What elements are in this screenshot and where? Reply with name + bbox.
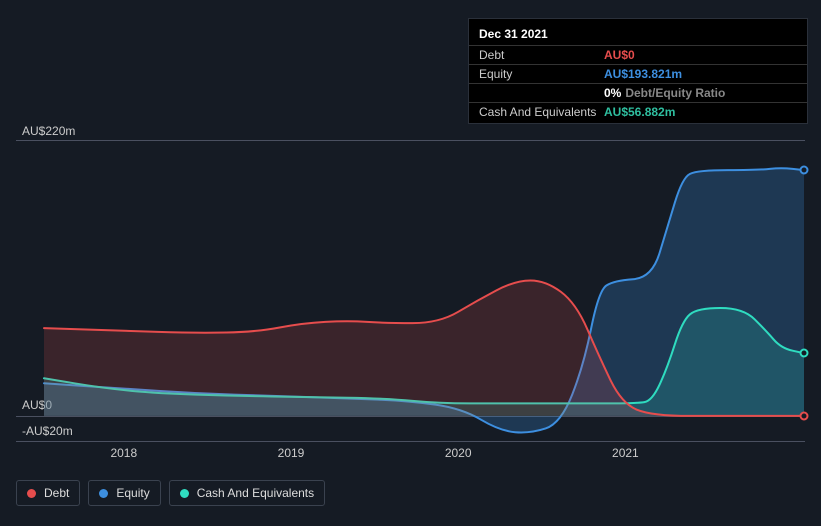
legend-item-cash[interactable]: Cash And Equivalents bbox=[169, 480, 325, 506]
x-axis-tick: 2020 bbox=[445, 446, 472, 460]
tooltip-row-ratio: 0%Debt/Equity Ratio bbox=[469, 83, 807, 102]
legend-swatch bbox=[180, 489, 189, 498]
legend-item-equity[interactable]: Equity bbox=[88, 480, 160, 506]
tooltip-ratio: 0%Debt/Equity Ratio bbox=[604, 86, 797, 100]
tooltip-label: Debt bbox=[479, 48, 604, 62]
tooltip-value: AU$56.882m bbox=[604, 105, 797, 119]
chart-plot[interactable] bbox=[44, 140, 804, 441]
end-marker-cash bbox=[800, 349, 809, 358]
tooltip-row-equity: Equity AU$193.821m bbox=[469, 64, 807, 83]
end-marker-debt bbox=[800, 411, 809, 420]
legend-swatch bbox=[27, 489, 36, 498]
legend-label: Debt bbox=[44, 486, 69, 500]
tooltip-value: AU$193.821m bbox=[604, 67, 797, 81]
y-axis-max-label: AU$220m bbox=[22, 124, 75, 138]
chart-svg bbox=[44, 140, 804, 441]
axis-bottom-line bbox=[16, 441, 805, 442]
legend: Debt Equity Cash And Equivalents bbox=[16, 480, 325, 506]
end-marker-equity bbox=[800, 166, 809, 175]
x-axis-labels: 2018 2019 2020 2021 bbox=[0, 446, 821, 462]
tooltip-row-cash: Cash And Equivalents AU$56.882m bbox=[469, 102, 807, 121]
legend-label: Cash And Equivalents bbox=[197, 486, 314, 500]
tooltip-label bbox=[479, 86, 604, 100]
x-axis-tick: 2019 bbox=[278, 446, 305, 460]
tooltip-date: Dec 31 2021 bbox=[469, 25, 807, 45]
legend-item-debt[interactable]: Debt bbox=[16, 480, 80, 506]
tooltip-label: Equity bbox=[479, 67, 604, 81]
hover-tooltip: Dec 31 2021 Debt AU$0 Equity AU$193.821m… bbox=[468, 18, 808, 124]
tooltip-row-debt: Debt AU$0 bbox=[469, 45, 807, 64]
x-axis-tick: 2021 bbox=[612, 446, 639, 460]
legend-swatch bbox=[99, 489, 108, 498]
legend-label: Equity bbox=[116, 486, 149, 500]
tooltip-value: AU$0 bbox=[604, 48, 797, 62]
tooltip-label: Cash And Equivalents bbox=[479, 105, 604, 119]
x-axis-tick: 2018 bbox=[110, 446, 137, 460]
